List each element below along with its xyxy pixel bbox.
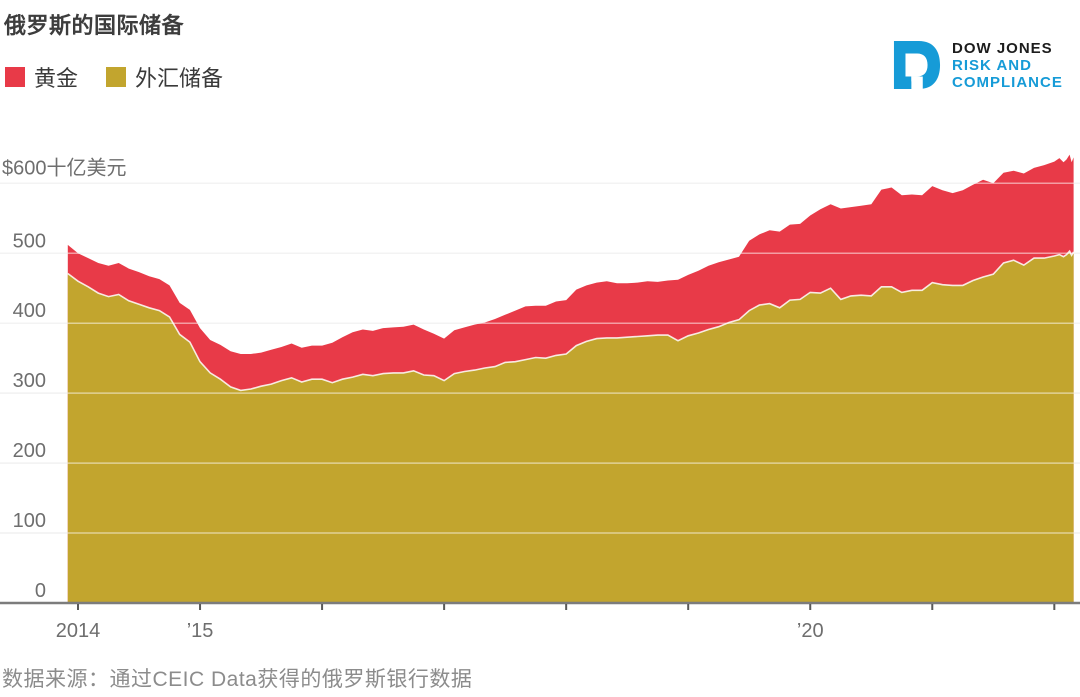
x-tick-label: 2014	[56, 620, 101, 642]
y-tick-label: 100	[13, 510, 46, 532]
dow-jones-d-icon	[893, 41, 941, 90]
fx-series-swatch	[106, 67, 127, 87]
dow-jones-logo-text: DOW JONES RISK AND COMPLIANCE	[952, 39, 1063, 91]
y-tick-label: 500	[13, 230, 46, 252]
y-tick-label: 300	[13, 370, 46, 392]
series-boundary-line	[67, 249, 1075, 392]
gold-series-label: 黄金	[34, 66, 79, 91]
chart-title: 俄罗斯的国际储备	[4, 13, 185, 38]
y-axis-unit-label: $600十亿美元	[2, 156, 127, 179]
source-note: 数据来源：通过CEIC Data获得的俄罗斯银行数据	[2, 668, 473, 691]
y-tick-label: 400	[13, 300, 46, 322]
y-tick-label: 200	[13, 440, 46, 462]
gold-series-swatch	[5, 67, 25, 87]
x-tick-label: ’15	[187, 620, 214, 642]
logo-line-2: RISK AND	[952, 57, 1032, 74]
logo-line-1: DOW JONES	[952, 40, 1053, 57]
logo-line-3: COMPLIANCE	[952, 74, 1063, 91]
legend-item-gold: 黄金	[5, 61, 78, 93]
legend-item-fx: 外汇储备	[106, 61, 223, 93]
legend: 黄金 外汇储备	[5, 61, 242, 93]
fx-series-label: 外汇储备	[135, 66, 224, 91]
series-fx-area	[67, 251, 1074, 603]
x-tick-label: ’20	[797, 620, 824, 642]
y-tick-label: 0	[35, 580, 46, 602]
dow-jones-logo: DOW JONES RISK AND COMPLIANCE	[893, 39, 1063, 91]
